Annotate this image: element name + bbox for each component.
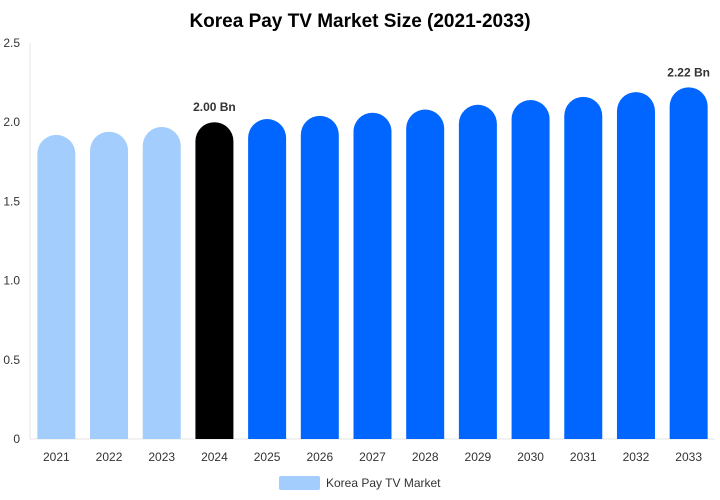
x-tick-label: 2031 — [570, 450, 597, 464]
x-tick-label: 2028 — [412, 450, 439, 464]
x-tick-label: 2026 — [306, 450, 333, 464]
y-tick-label: 1.5 — [3, 194, 20, 208]
y-tick-label: 0 — [13, 432, 20, 446]
legend-label: Korea Pay TV Market — [326, 476, 441, 490]
bar-group — [37, 87, 708, 440]
x-tick-label: 2030 — [517, 450, 544, 464]
bar-2032[interactable] — [616, 92, 655, 439]
bar-2029[interactable] — [458, 104, 497, 439]
y-tick-label: 2.0 — [3, 115, 20, 129]
y-tick-label: 0.5 — [3, 353, 20, 367]
y-tick-label: 2.5 — [3, 36, 20, 50]
bar-2031[interactable] — [564, 96, 603, 439]
bar-2022[interactable] — [90, 131, 129, 440]
legend-swatch — [279, 476, 320, 490]
bar-2023[interactable] — [142, 126, 181, 439]
bar-2028[interactable] — [406, 109, 445, 439]
bar-2030[interactable] — [511, 100, 550, 440]
x-tick-label: 2029 — [465, 450, 492, 464]
bar-2025[interactable] — [248, 119, 287, 440]
data-label: 2.22 Bn — [667, 65, 710, 79]
y-axis-ticks: 0 0.5 1.0 1.5 2.0 2.5 — [3, 36, 20, 446]
x-tick-label: 2024 — [201, 450, 228, 464]
y-tick-label: 1.0 — [3, 274, 20, 288]
bar-2027[interactable] — [353, 112, 392, 440]
bar-2026[interactable] — [300, 115, 339, 439]
x-tick-label: 2022 — [96, 450, 123, 464]
x-tick-label: 2021 — [43, 450, 70, 464]
bar-2021[interactable] — [37, 134, 76, 439]
data-labels: 2.00 Bn 2.22 Bn — [193, 65, 710, 114]
data-label: 2.00 Bn — [193, 100, 236, 114]
x-tick-label: 2027 — [359, 450, 386, 464]
bar-2033[interactable] — [669, 87, 708, 440]
x-axis-ticks: 2021 2022 2023 2024 2025 2026 2027 2028 2029 2030… — [43, 450, 702, 464]
x-tick-label: 2032 — [623, 450, 650, 464]
x-tick-label: 2023 — [148, 450, 175, 464]
bar-2024[interactable] — [195, 122, 234, 439]
x-tick-label: 2033 — [675, 450, 702, 464]
chart-title: Korea Pay TV Market Size (2021-2033) — [189, 11, 530, 32]
legend[interactable]: Korea Pay TV Market — [279, 476, 441, 490]
x-tick-label: 2025 — [254, 450, 281, 464]
